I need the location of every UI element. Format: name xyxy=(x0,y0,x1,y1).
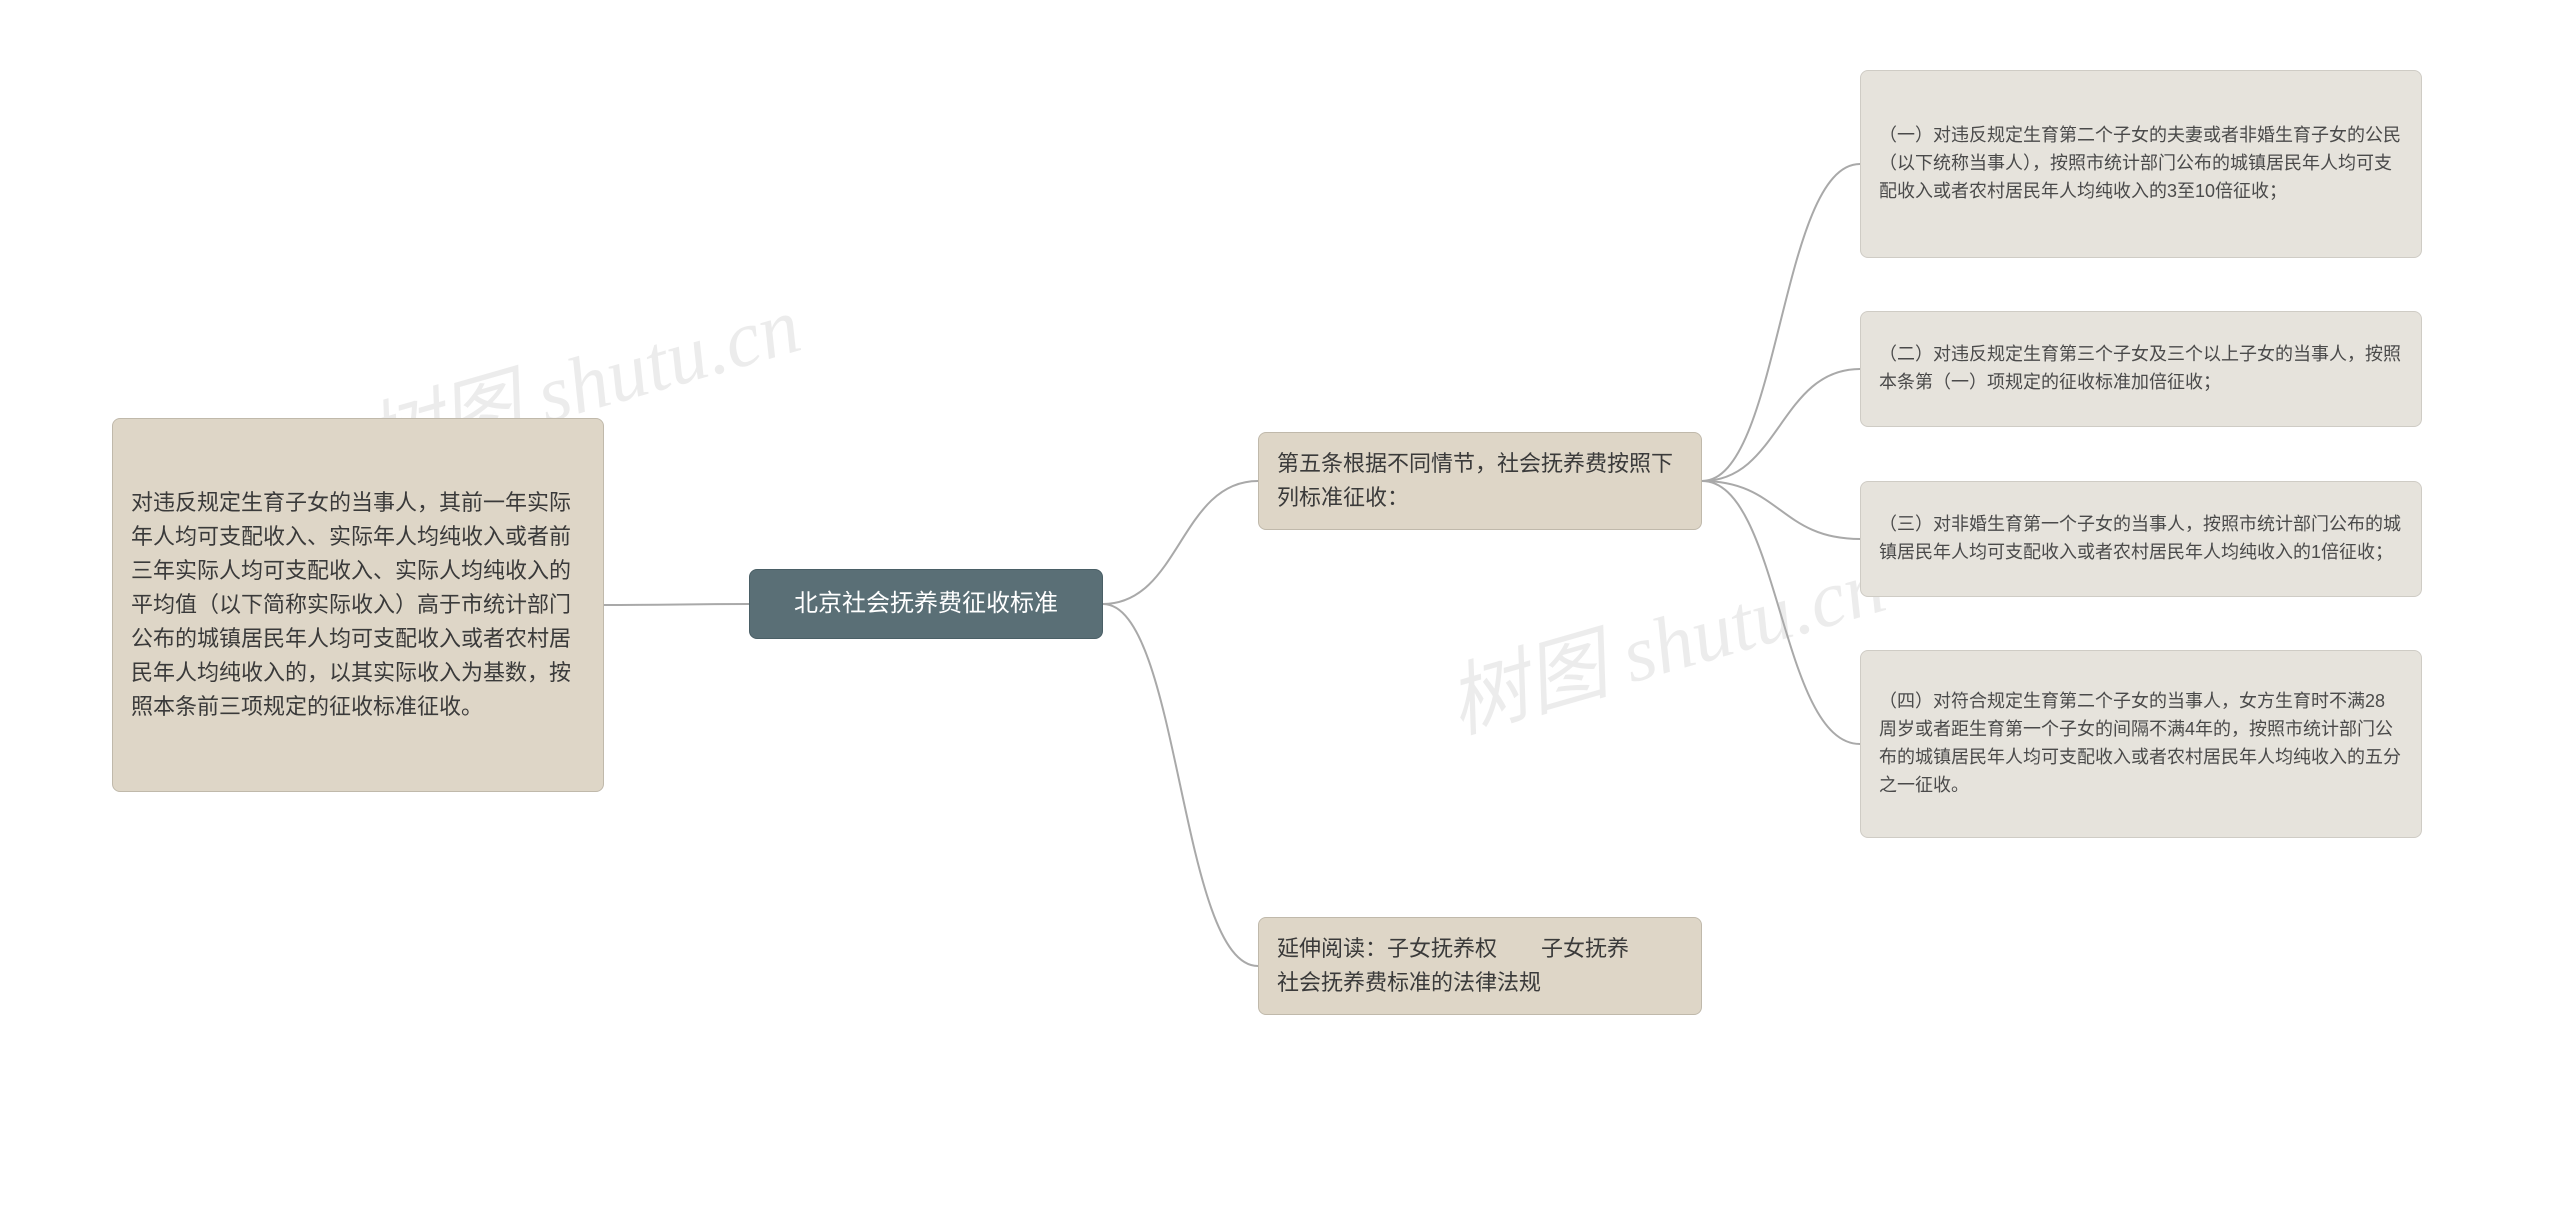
leaf-node-4: （四）对符合规定生育第二个子女的当事人，女方生育时不满28周岁或者距生育第一个子… xyxy=(1860,650,2422,838)
leaf-node-1: （一）对违反规定生育第二个子女的夫妻或者非婚生育子女的公民（以下统称当事人），按… xyxy=(1860,70,2422,258)
further-reading-node: 延伸阅读：子女抚养权 子女抚养 社会抚养费标准的法律法规 xyxy=(1258,917,1702,1015)
left-paragraph-node: 对违反规定生育子女的当事人，其前一年实际年人均可支配收入、实际年人均纯收入或者前… xyxy=(112,418,604,792)
root-node: 北京社会抚养费征收标准 xyxy=(749,569,1103,639)
watermark: 树图 shutu.cn xyxy=(1433,520,1896,755)
leaf-node-3: （三）对非婚生育第一个子女的当事人，按照市统计部门公布的城镇居民年人均可支配收入… xyxy=(1860,481,2422,597)
leaf-node-2: （二）对违反规定生育第三个子女及三个以上子女的当事人，按照本条第（一）项规定的征… xyxy=(1860,311,2422,427)
article5-node: 第五条根据不同情节，社会抚养费按照下列标准征收： xyxy=(1258,432,1702,530)
